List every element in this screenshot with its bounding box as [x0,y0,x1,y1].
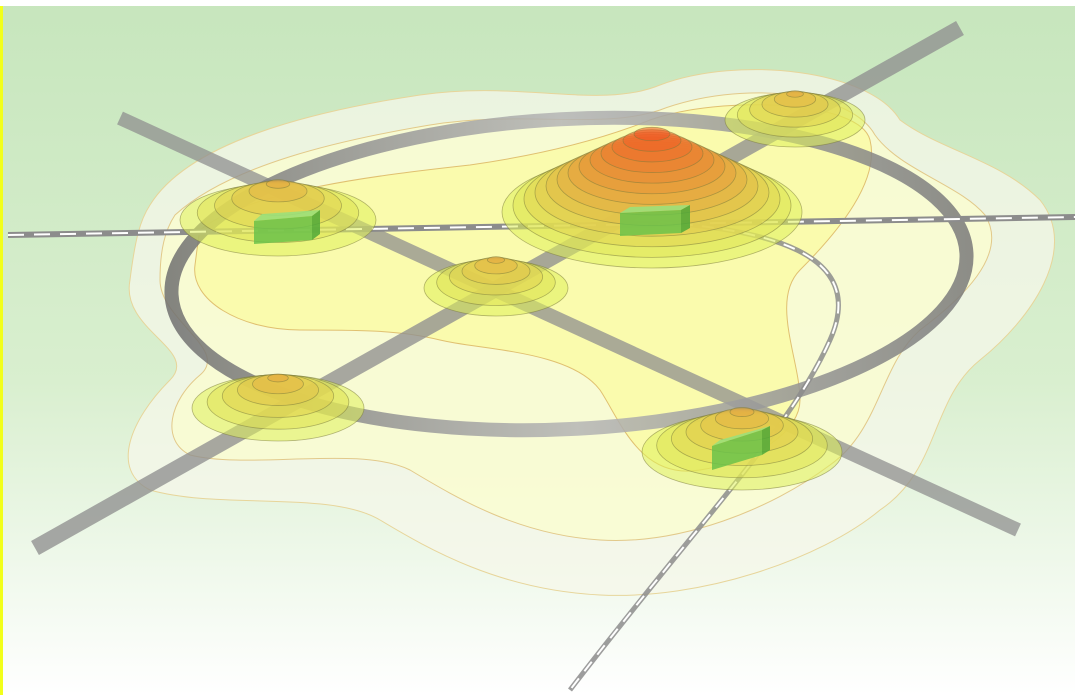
contour-level [729,407,755,417]
contour-center-central [423,256,569,317]
contour-center-main [501,126,803,269]
contour-level [786,90,804,98]
contour-center-northeast [724,90,866,148]
building-west [254,210,320,244]
left-edge-accent [0,0,3,695]
contour-level [633,126,671,142]
ring-road [164,110,974,438]
contour-center-southwest [191,373,365,442]
contour-level [265,179,291,189]
contour-layer [179,90,866,491]
contour-level [486,256,506,264]
top-edge-band [0,0,1075,6]
building-main [620,205,690,236]
contour-level [267,373,289,383]
building-southeast [712,426,770,470]
